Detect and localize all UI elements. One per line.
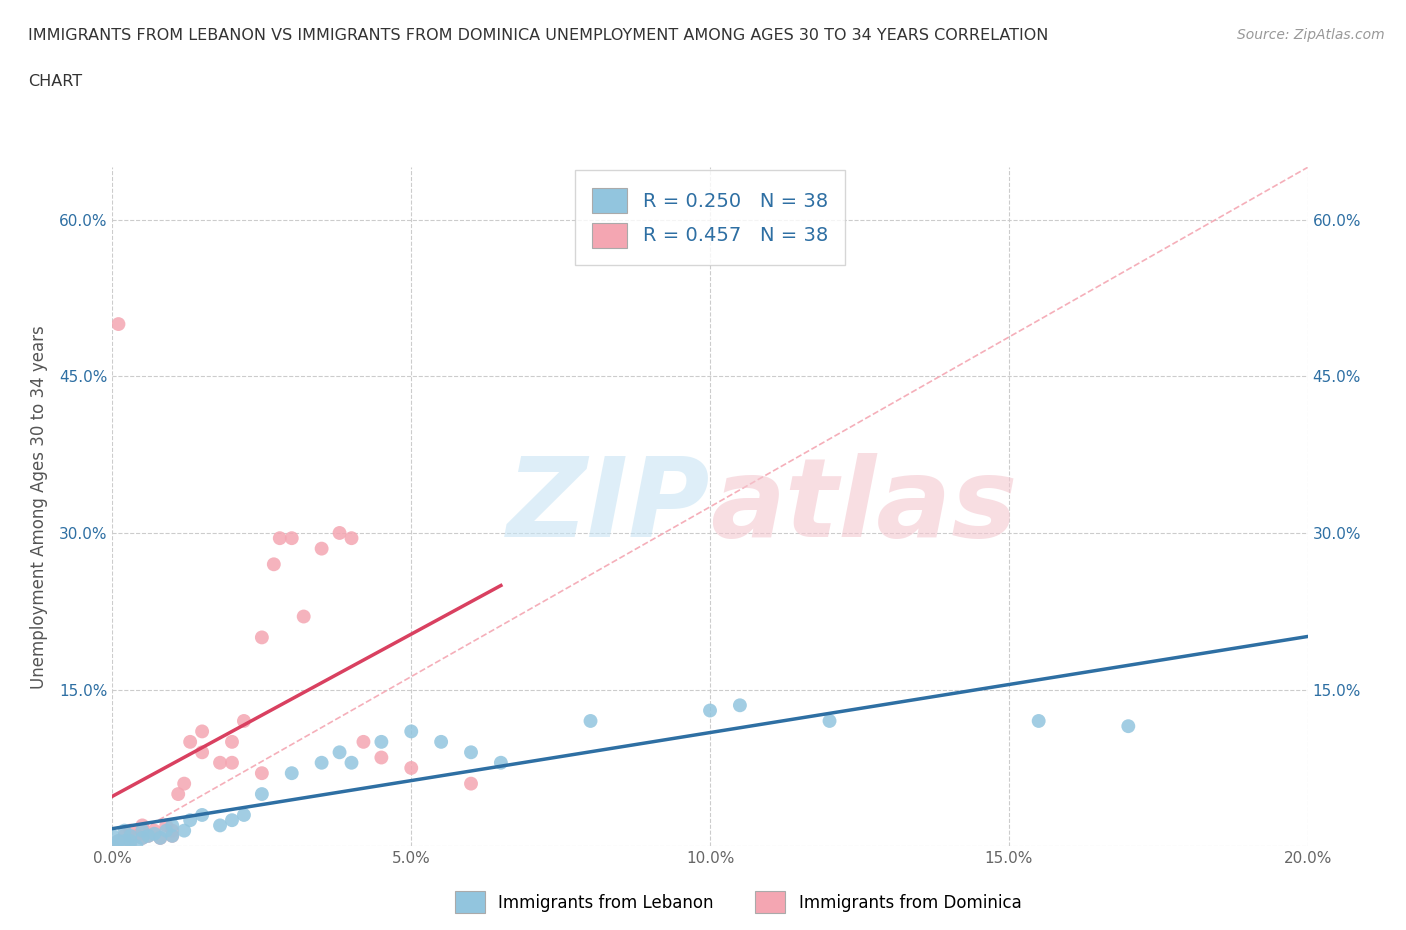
- Legend: R = 0.250   N = 38, R = 0.457   N = 38: R = 0.250 N = 38, R = 0.457 N = 38: [575, 170, 845, 265]
- Y-axis label: Unemployment Among Ages 30 to 34 years: Unemployment Among Ages 30 to 34 years: [30, 325, 48, 689]
- Immigrants from Lebanon: [143, 827, 166, 842]
- Text: atlas: atlas: [710, 453, 1018, 561]
- Immigrants from Dominica: [221, 735, 243, 750]
- Immigrants from Lebanon: [101, 829, 124, 844]
- Immigrants from Dominica: [107, 316, 129, 331]
- Immigrants from Dominica: [162, 823, 183, 838]
- Immigrants from Dominica: [370, 751, 392, 765]
- Immigrants from Dominica: [329, 525, 352, 540]
- Immigrants from Lebanon: [430, 735, 453, 750]
- Immigrants from Lebanon: [728, 698, 751, 712]
- Immigrants from Lebanon: [460, 745, 482, 760]
- Immigrants from Lebanon: [138, 829, 160, 844]
- Immigrants from Dominica: [138, 829, 160, 844]
- Immigrants from Dominica: [179, 735, 201, 750]
- Immigrants from Lebanon: [173, 823, 195, 838]
- Immigrants from Lebanon: [191, 807, 214, 822]
- Immigrants from Lebanon: [329, 745, 352, 760]
- Immigrants from Dominica: [191, 724, 214, 738]
- Immigrants from Lebanon: [1028, 713, 1050, 728]
- Immigrants from Lebanon: [489, 755, 512, 770]
- Immigrants from Lebanon: [401, 724, 423, 738]
- Immigrants from Dominica: [263, 557, 285, 572]
- Immigrants from Lebanon: [125, 839, 148, 854]
- Text: CHART: CHART: [28, 74, 82, 89]
- Immigrants from Dominica: [120, 833, 142, 848]
- Immigrants from Lebanon: [209, 818, 232, 833]
- Immigrants from Lebanon: [311, 755, 333, 770]
- Immigrants from Lebanon: [1118, 719, 1140, 734]
- Immigrants from Dominica: [162, 829, 183, 844]
- Immigrants from Dominica: [401, 761, 423, 776]
- Immigrants from Dominica: [125, 829, 148, 844]
- Immigrants from Lebanon: [162, 829, 183, 844]
- Immigrants from Lebanon: [281, 765, 304, 780]
- Immigrants from Lebanon: [233, 807, 256, 822]
- Immigrants from Lebanon: [340, 755, 363, 770]
- Immigrants from Dominica: [173, 777, 195, 791]
- Immigrants from Dominica: [281, 531, 304, 546]
- Immigrants from Lebanon: [131, 823, 153, 838]
- Text: ZIP: ZIP: [506, 453, 710, 561]
- Immigrants from Dominica: [114, 829, 135, 844]
- Legend: Immigrants from Lebanon, Immigrants from Dominica: Immigrants from Lebanon, Immigrants from…: [449, 884, 1028, 920]
- Immigrants from Lebanon: [131, 830, 153, 845]
- Immigrants from Dominica: [149, 830, 172, 845]
- Immigrants from Lebanon: [155, 823, 177, 838]
- Immigrants from Dominica: [131, 818, 153, 833]
- Immigrants from Dominica: [209, 755, 232, 770]
- Immigrants from Dominica: [221, 755, 243, 770]
- Immigrants from Lebanon: [162, 818, 183, 833]
- Immigrants from Dominica: [107, 833, 129, 848]
- Immigrants from Lebanon: [370, 735, 392, 750]
- Immigrants from Lebanon: [120, 833, 142, 848]
- Immigrants from Lebanon: [579, 713, 602, 728]
- Immigrants from Dominica: [250, 630, 273, 644]
- Immigrants from Dominica: [155, 818, 177, 833]
- Immigrants from Lebanon: [699, 703, 721, 718]
- Immigrants from Dominica: [101, 839, 124, 854]
- Immigrants from Dominica: [269, 531, 291, 546]
- Immigrants from Dominica: [143, 823, 166, 838]
- Immigrants from Lebanon: [101, 839, 124, 854]
- Immigrants from Lebanon: [107, 833, 129, 848]
- Immigrants from Lebanon: [114, 833, 135, 848]
- Immigrants from Lebanon: [179, 813, 201, 828]
- Immigrants from Dominica: [131, 830, 153, 845]
- Immigrants from Dominica: [120, 823, 142, 838]
- Immigrants from Dominica: [460, 777, 482, 791]
- Immigrants from Dominica: [167, 787, 190, 802]
- Immigrants from Dominica: [340, 531, 363, 546]
- Immigrants from Dominica: [120, 836, 142, 851]
- Immigrants from Dominica: [353, 735, 375, 750]
- Text: Source: ZipAtlas.com: Source: ZipAtlas.com: [1237, 28, 1385, 42]
- Immigrants from Dominica: [191, 745, 214, 760]
- Immigrants from Lebanon: [818, 713, 841, 728]
- Text: IMMIGRANTS FROM LEBANON VS IMMIGRANTS FROM DOMINICA UNEMPLOYMENT AMONG AGES 30 T: IMMIGRANTS FROM LEBANON VS IMMIGRANTS FR…: [28, 28, 1049, 43]
- Immigrants from Lebanon: [149, 830, 172, 845]
- Immigrants from Dominica: [311, 541, 333, 556]
- Immigrants from Dominica: [292, 609, 315, 624]
- Immigrants from Lebanon: [114, 823, 135, 838]
- Immigrants from Lebanon: [221, 813, 243, 828]
- Immigrants from Lebanon: [120, 829, 142, 844]
- Immigrants from Dominica: [233, 713, 256, 728]
- Immigrants from Lebanon: [250, 787, 273, 802]
- Immigrants from Dominica: [250, 765, 273, 780]
